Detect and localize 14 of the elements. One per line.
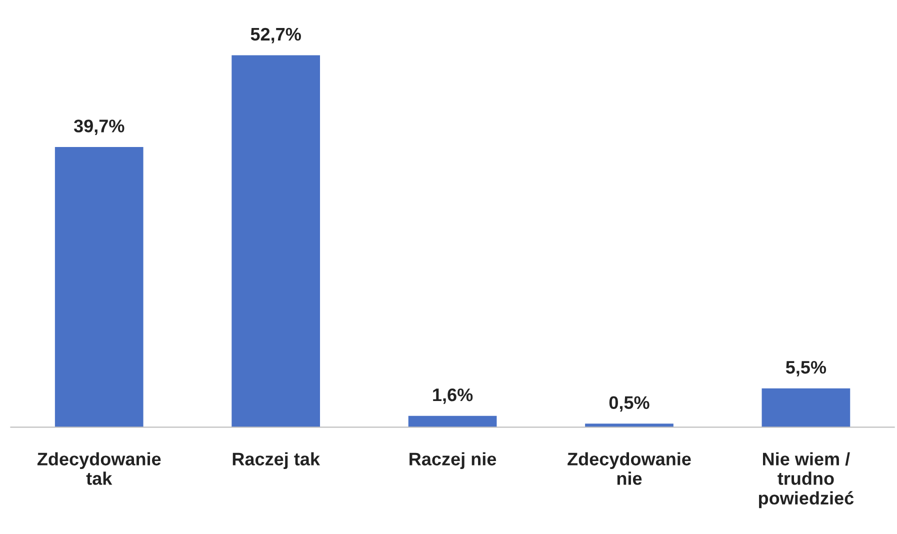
data-label: 0,5% — [609, 396, 650, 412]
x-tick-label: Raczej tak — [232, 452, 320, 470]
data-label: 1,6% — [433, 388, 473, 404]
data-label: 52,7% — [250, 28, 301, 44]
bar — [408, 416, 497, 428]
x-tick-label: Nie wiem / trudno powiedzieć — [758, 452, 854, 508]
bar — [762, 388, 850, 428]
x-tick-label: Raczej nie — [410, 452, 496, 470]
bar — [232, 55, 320, 428]
x-tick-label: Zdecydowanie nie — [568, 452, 691, 485]
bar — [54, 147, 144, 428]
data-label: 39,7% — [74, 120, 124, 135]
data-label: 5,5% — [786, 360, 826, 376]
x-tick-label: Zdecydowanie tak — [37, 452, 161, 485]
